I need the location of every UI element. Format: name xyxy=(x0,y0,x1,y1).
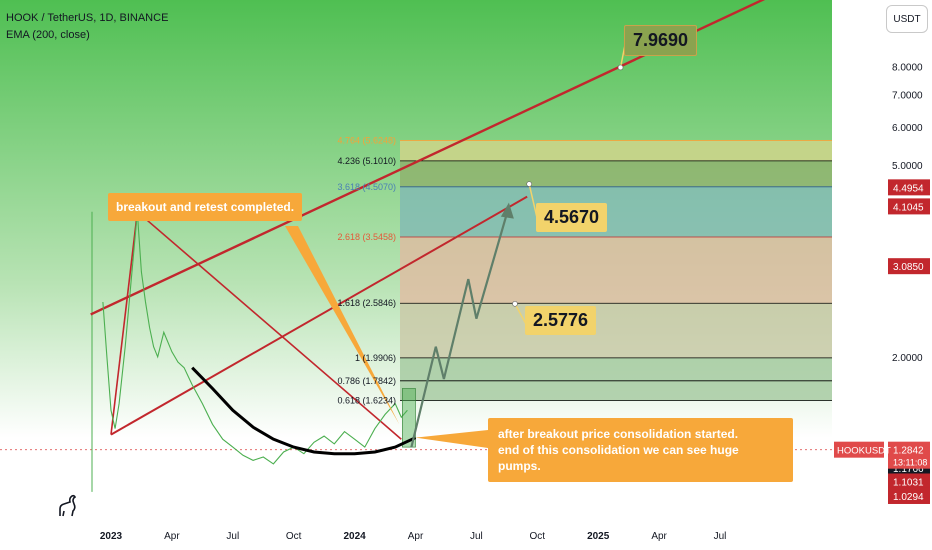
price-badge xyxy=(888,473,930,490)
triangle-left-edge xyxy=(110,211,139,435)
x-axis-tick-label: Apr xyxy=(408,531,424,542)
current-price-label: 1.2842 xyxy=(893,446,924,457)
price-badge xyxy=(888,179,930,196)
y-axis-tick-label: 2.0000 xyxy=(892,353,923,364)
x-axis-tick-label: 2024 xyxy=(343,531,366,542)
channel-lower-line xyxy=(110,195,528,436)
symbol-title: HOOK / TetherUS, 1D, BINANCE xyxy=(6,12,169,24)
projection-path xyxy=(410,206,510,448)
fib-level-label: 3.618 (4.5070) xyxy=(337,182,396,192)
x-axis-tick-label: 2025 xyxy=(587,531,610,542)
ema-200-line xyxy=(191,366,417,456)
target-point-marker xyxy=(617,64,624,71)
price-badge-label: 1.0294 xyxy=(893,492,924,503)
fib-band xyxy=(400,357,832,381)
x-axis-tick-label: 2023 xyxy=(100,531,123,542)
target-label-low: 2.5776 xyxy=(525,306,597,335)
symbol-badge-label: HOOKUSDT xyxy=(837,446,891,457)
target-point-marker xyxy=(512,301,518,307)
price-badge-label: 1.1031 xyxy=(893,478,924,489)
x-axis-tick-label: Jul xyxy=(470,531,483,542)
price-badge-label: 4.1045 xyxy=(893,202,924,213)
target-label-top: 7.9690 xyxy=(624,25,698,56)
y-axis-tick-label: 5.0000 xyxy=(892,161,923,172)
tradingview-logo-icon xyxy=(59,494,77,517)
x-axis-tick-label: Apr xyxy=(651,531,667,542)
consolidation-box xyxy=(402,388,416,448)
x-axis-tick-label: Apr xyxy=(164,531,180,542)
price-badge xyxy=(888,258,930,275)
consolidation-note-line2: end of this consolidation we can see hug… xyxy=(498,443,739,473)
fib-band xyxy=(400,186,832,238)
fib-level-label: 0.786 (1.7842) xyxy=(337,376,396,386)
indicator-label: EMA (200, close) xyxy=(6,29,90,41)
fib-level-label: 2.618 (3.5458) xyxy=(337,232,396,242)
fib-level-label: 0.618 (1.6234) xyxy=(337,396,396,406)
fib-level-label: 4.236 (5.1010) xyxy=(337,156,396,166)
price-badge xyxy=(888,487,930,504)
x-axis-tick-label: Oct xyxy=(530,531,546,542)
currency-button[interactable]: USDT xyxy=(886,5,928,33)
fib-band xyxy=(400,140,832,161)
symbol-badge xyxy=(834,441,884,458)
x-axis-tick-label: Oct xyxy=(286,531,302,542)
x-axis-tick-label: Jul xyxy=(714,531,727,542)
price-badge-label: 1.1766 xyxy=(893,464,924,475)
price-badge-label: 4.4954 xyxy=(893,183,924,194)
descending-trendline xyxy=(136,211,402,440)
fib-level-label: 1 (1.9906) xyxy=(355,353,396,363)
x-axis-tick-label: Jul xyxy=(226,531,239,542)
price-series-line xyxy=(102,211,408,465)
fib-level-label: 4.764 (5.6248) xyxy=(337,135,396,145)
price-badge-label: 3.0850 xyxy=(893,262,924,273)
breakout-note-pointer xyxy=(285,226,400,425)
bar-countdown-label: 13:11:08 xyxy=(893,458,927,468)
breakout-note: breakout and retest completed. xyxy=(108,193,303,221)
target-point-marker xyxy=(526,181,532,187)
current-price-badge xyxy=(888,441,930,469)
consolidation-note-pointer xyxy=(415,430,488,448)
y-axis-tick-label: 8.0000 xyxy=(892,63,923,74)
fib-band xyxy=(400,303,832,358)
y-axis-tick-label: 7.0000 xyxy=(892,91,923,102)
consolidation-note-line1: after breakout price consolidation start… xyxy=(498,427,739,441)
target-leader-line xyxy=(514,303,528,327)
consolidation-note: after breakout price consolidation start… xyxy=(488,418,793,482)
fib-band xyxy=(400,380,832,401)
price-badge xyxy=(888,198,930,215)
target-label-mid: 4.5670 xyxy=(536,203,608,232)
fib-band xyxy=(400,160,832,187)
y-axis-tick-label: 6.0000 xyxy=(892,123,923,134)
projection-arrowhead xyxy=(500,202,514,219)
fib-level-label: 1.618 (2.5846) xyxy=(337,298,396,308)
